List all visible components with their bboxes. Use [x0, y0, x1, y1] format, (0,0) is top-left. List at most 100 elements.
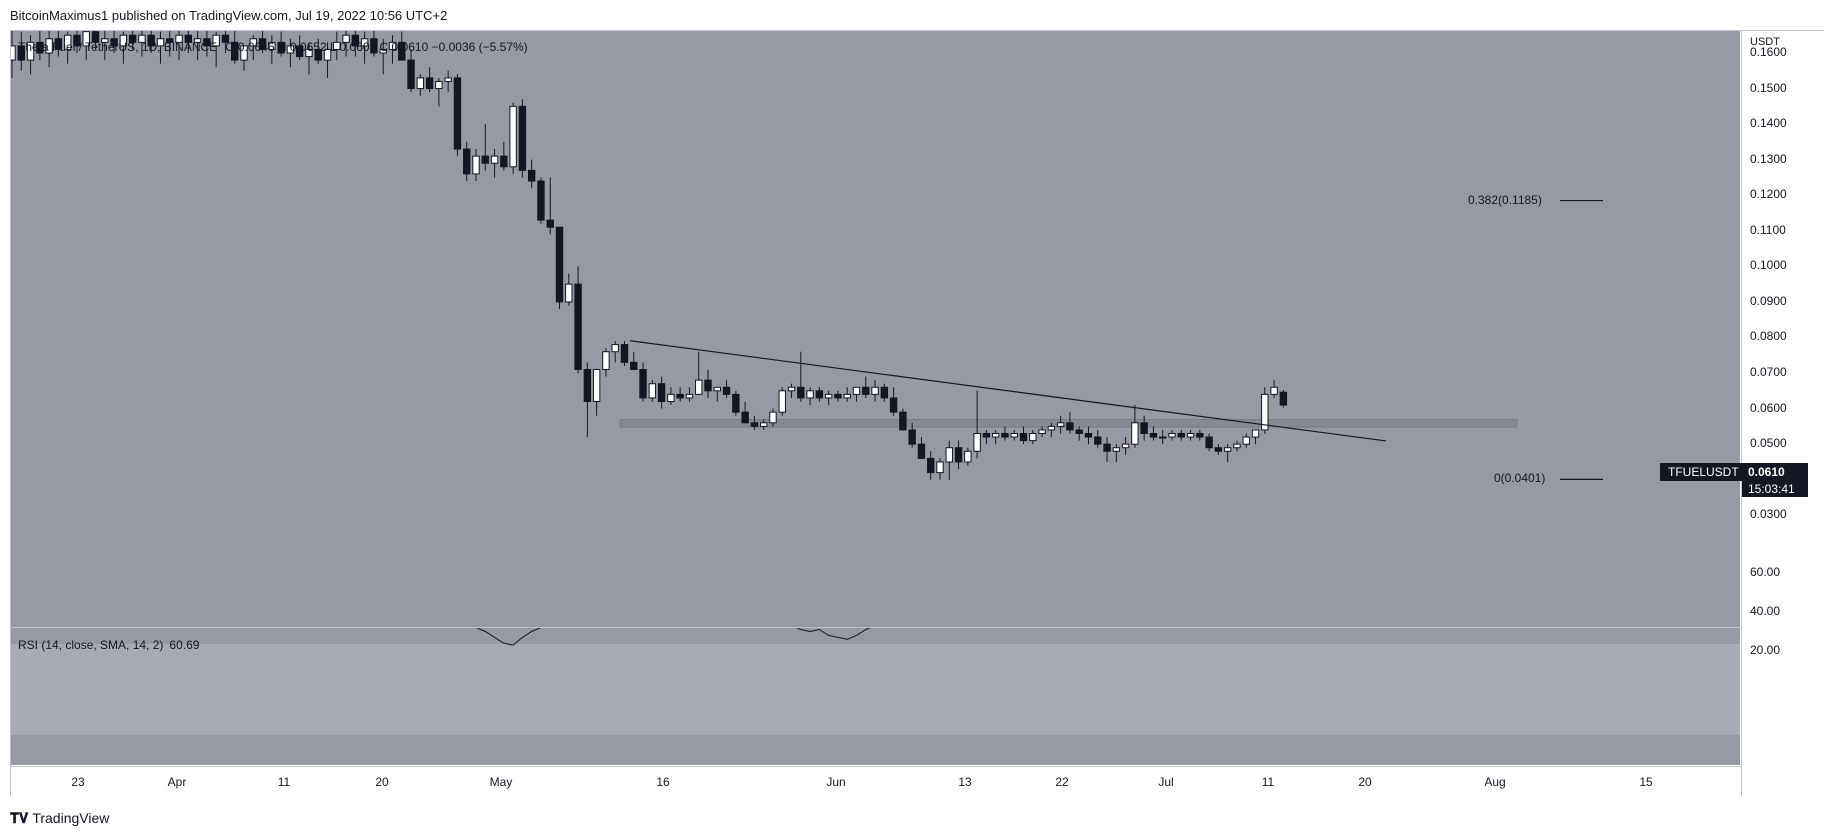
- candle-up: [1047, 425, 1056, 431]
- candle-up: [26, 41, 35, 61]
- candle-up: [156, 38, 165, 47]
- price-tick: 0.0500: [1750, 436, 1787, 451]
- rsi-tick: 40.00: [1750, 604, 1781, 618]
- candle-up: [1056, 422, 1065, 427]
- date-tick: 11: [277, 775, 291, 789]
- candle-down: [184, 34, 193, 43]
- candle-down: [481, 155, 489, 164]
- candle-up: [490, 155, 499, 164]
- candle-up: [787, 386, 796, 392]
- tradingview-logo[interactable]: 𝐓𝐕 TradingView: [10, 810, 109, 827]
- candle-down: [732, 393, 740, 413]
- rsi-band: [11, 644, 1740, 735]
- pane-separator[interactable]: [11, 627, 1824, 628]
- candle-down: [639, 368, 647, 399]
- candle-up: [1186, 432, 1195, 438]
- date-tick: Jul: [1158, 775, 1174, 789]
- candle-down: [574, 283, 582, 370]
- candle-down: [982, 432, 991, 438]
- candle-down: [407, 59, 415, 90]
- date-tick: 15: [1639, 775, 1653, 789]
- candle-down: [927, 457, 935, 474]
- candle-down: [676, 393, 684, 399]
- candle-down: [1149, 432, 1158, 438]
- candle-down: [546, 219, 554, 228]
- price-tick: 0.1300: [1750, 151, 1787, 166]
- price-pane[interactable]: [11, 31, 1740, 627]
- candle-up: [852, 386, 861, 395]
- candle-down: [537, 180, 545, 221]
- candle-down: [351, 34, 360, 47]
- candle-down: [917, 443, 926, 459]
- price-axis[interactable]: [1741, 31, 1824, 796]
- candle-up: [1233, 443, 1241, 449]
- candle-up: [1010, 432, 1018, 438]
- candle-up: [286, 45, 295, 54]
- candle-up: [333, 41, 341, 50]
- candle-up: [509, 105, 517, 168]
- date-tick: 11: [1261, 775, 1275, 789]
- price-tick: 0.1400: [1750, 116, 1787, 131]
- candle-down: [1084, 432, 1093, 438]
- fib-upper-label: 0.382(0.1185): [1468, 192, 1542, 207]
- candle-up: [843, 393, 851, 399]
- candle-down: [722, 386, 731, 395]
- candle-down: [203, 38, 211, 47]
- candle-down: [314, 48, 322, 61]
- candle-down: [1214, 447, 1223, 452]
- candle-up: [360, 38, 369, 47]
- candle-down: [899, 411, 907, 431]
- candle-up: [667, 393, 675, 402]
- candle-up: [1261, 393, 1269, 431]
- candle-down: [221, 34, 230, 43]
- candle-down: [1001, 432, 1009, 438]
- candle-up: [175, 34, 183, 43]
- price-tick: 0.0300: [1750, 507, 1787, 522]
- candle-up: [602, 351, 610, 370]
- candle-up: [249, 38, 257, 47]
- price-tick: 0.1000: [1750, 258, 1787, 273]
- candle-down: [1094, 436, 1102, 445]
- candle-down: [398, 41, 406, 61]
- candle-down: [630, 361, 638, 370]
- date-tick: Jun: [826, 775, 846, 789]
- candle-down: [17, 45, 25, 61]
- date-tick: May: [489, 775, 513, 789]
- candle-down: [527, 169, 536, 182]
- price-plot: [11, 31, 1603, 480]
- time-axis[interactable]: [11, 766, 1741, 797]
- candle-up: [1112, 447, 1121, 452]
- candle-down: [583, 368, 592, 402]
- chart-left-border: [10, 30, 11, 796]
- price-tick: 0.0700: [1750, 365, 1787, 380]
- candle-up: [685, 393, 694, 399]
- candle-up: [379, 48, 387, 54]
- candle-up: [945, 447, 953, 463]
- candle-up: [11, 45, 16, 61]
- candle-down: [500, 155, 508, 168]
- candle-up: [82, 31, 90, 47]
- candle-up: [323, 48, 332, 61]
- tradingview-logo-text: TradingView: [32, 810, 110, 826]
- rsi-legend: RSI (14, close, SMA, 14, 2) 60.69: [18, 638, 199, 652]
- candle-up: [769, 411, 777, 424]
- axis-unit: USDT: [1750, 36, 1780, 48]
- price-tick: 0.1100: [1750, 222, 1786, 237]
- rsi-title: RSI (14, close, SMA, 14, 2): [18, 638, 164, 652]
- date-tick: Apr: [167, 775, 187, 789]
- rsi-pane[interactable]: [11, 628, 1740, 765]
- candle-up: [1270, 386, 1278, 395]
- rsi-plot: [475, 628, 871, 646]
- candle-up: [1038, 429, 1046, 434]
- candle-up: [472, 155, 480, 175]
- rsi-line: [475, 628, 871, 646]
- price-tick: 0.0900: [1750, 293, 1787, 308]
- candle-up: [119, 34, 128, 47]
- candle-down: [110, 38, 118, 47]
- candle-up: [1251, 429, 1260, 438]
- candle-down: [704, 379, 712, 392]
- candle-down: [880, 386, 889, 399]
- candle-up: [305, 48, 313, 58]
- rsi-tick: 60.00: [1750, 565, 1781, 579]
